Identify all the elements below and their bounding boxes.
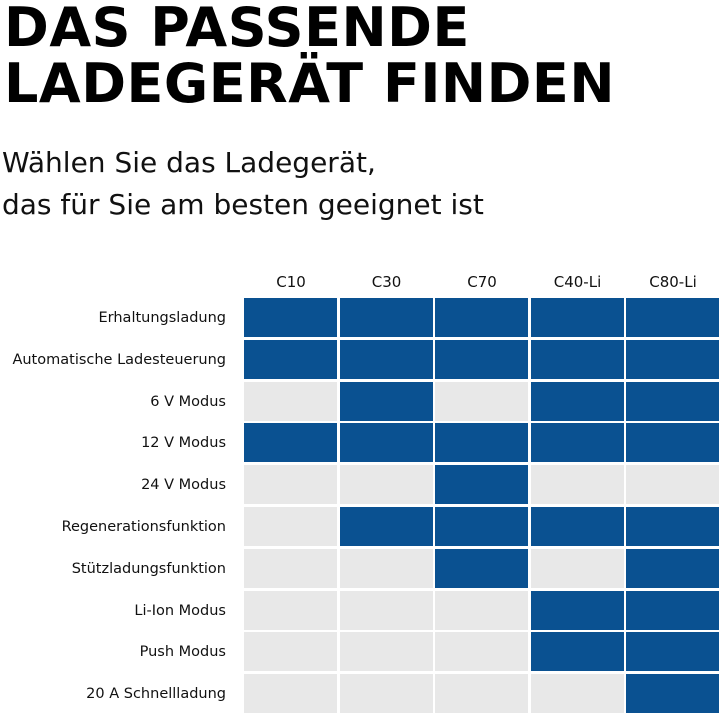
feature-cell-unsupported [244, 590, 337, 630]
feature-cell-unsupported [244, 465, 337, 505]
feature-cell-supported [626, 548, 719, 588]
feature-cell-unsupported [530, 548, 624, 588]
feature-cell-supported [339, 507, 433, 546]
column-header-c70: C70 [467, 273, 497, 291]
feature-cell-supported [626, 632, 719, 672]
feature-cell-supported [339, 423, 433, 463]
row-label: 24 V Modus [141, 477, 226, 494]
column-header-c30: C30 [371, 273, 402, 291]
column-header-c80-li: C80-Li [649, 273, 697, 291]
feature-cell-supported [626, 590, 719, 630]
feature-cell-supported [626, 507, 719, 546]
feature-cell-supported [339, 381, 433, 421]
feature-cell-supported [530, 632, 624, 672]
feature-cell-supported [244, 298, 337, 337]
feature-cell-supported [244, 339, 337, 379]
feature-cell-supported [626, 339, 719, 379]
feature-cell-supported [530, 590, 624, 630]
row-label: Li-Ion Modus [134, 602, 226, 619]
feature-cell-supported [626, 674, 719, 714]
feature-cell-supported [530, 381, 624, 421]
row-label: Regenerationsfunktion [61, 519, 226, 535]
feature-cell-unsupported [244, 381, 337, 421]
feature-cell-unsupported [244, 548, 337, 588]
row-label: Automatische Ladesteuerung [12, 351, 226, 368]
column-header-c40-li: C40-Li [553, 273, 602, 291]
feature-cell-unsupported [339, 548, 433, 588]
column-header-c10: C10 [276, 273, 306, 291]
feature-cell-supported [530, 507, 624, 546]
feature-cell-supported [435, 465, 528, 505]
feature-cell-supported [530, 423, 624, 463]
feature-cell-unsupported [435, 590, 528, 630]
feature-cell-supported [339, 339, 433, 379]
feature-cell-supported [530, 339, 624, 379]
subline: Wählen Sie das Ladegerät, das für Sie am… [2, 142, 484, 226]
feature-cell-unsupported [435, 632, 528, 672]
feature-cell-supported [626, 423, 719, 463]
row-label: 6 V Modus [150, 393, 226, 410]
feature-cell-unsupported [244, 632, 337, 672]
feature-cell-supported [435, 548, 528, 588]
feature-cell-supported [339, 298, 433, 337]
headline-line-2: LADEGERÄT FINDEN [4, 52, 616, 115]
feature-cell-unsupported [339, 590, 433, 630]
feature-cell-supported [626, 298, 719, 337]
feature-cell-supported [435, 339, 528, 379]
feature-cell-unsupported [435, 674, 528, 714]
feature-cell-unsupported [530, 674, 624, 714]
feature-cell-supported [435, 507, 528, 546]
feature-cell-unsupported [626, 465, 719, 505]
row-label: 12 V Modus [141, 435, 226, 452]
feature-cell-supported [626, 381, 719, 421]
subline-line-1: Wählen Sie das Ladegerät, [2, 146, 376, 179]
feature-cell-supported [435, 423, 528, 463]
row-label: Stützladungsfunktion [71, 560, 226, 577]
row-label: Erhaltungsladung [98, 310, 227, 326]
feature-cell-unsupported [244, 674, 337, 714]
feature-cell-supported [530, 298, 624, 337]
feature-cell-supported [435, 298, 528, 337]
row-label: Push Modus [139, 644, 226, 661]
feature-cell-unsupported [435, 381, 528, 421]
row-label: 20 A Schnellladung [86, 686, 226, 703]
subline-line-2: das für Sie am besten geeignet ist [2, 188, 484, 221]
feature-cell-unsupported [530, 465, 624, 505]
headline-line-1: DAS PASSENDE [4, 0, 470, 59]
feature-cell-unsupported [339, 465, 433, 505]
feature-cell-supported [244, 423, 337, 463]
feature-cell-unsupported [339, 674, 433, 714]
feature-cell-unsupported [339, 632, 433, 672]
feature-cell-unsupported [244, 507, 337, 546]
headline: DAS PASSENDE LADEGERÄT FINDEN [4, 0, 615, 112]
